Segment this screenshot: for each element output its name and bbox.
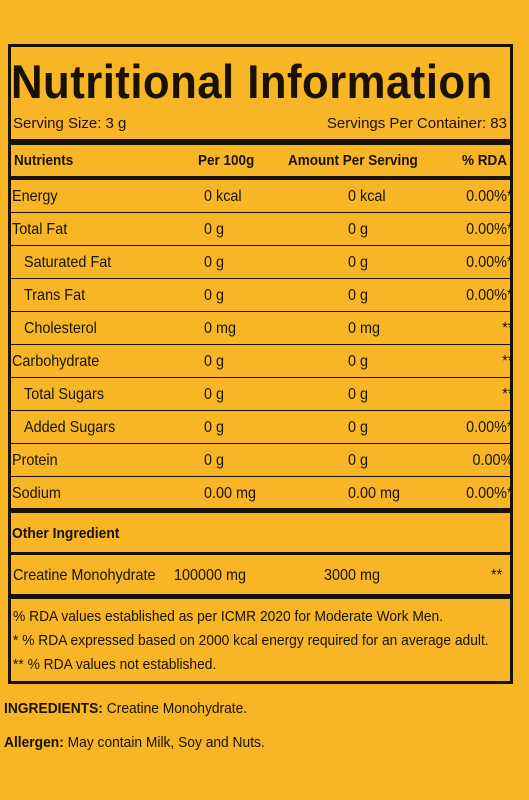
nutrient-name: Cholesterol	[24, 320, 97, 337]
per-serving-value: 0 g	[348, 353, 369, 370]
rda-value: **	[501, 320, 513, 337]
rda-value: **	[501, 386, 513, 403]
table-row: Added Sugars 0 g 0 g 0.00%*	[8, 411, 513, 444]
footnote-double-asterisk: ** % RDA values not established.	[13, 656, 217, 673]
header-divider	[8, 176, 513, 180]
nutrient-name: Trans Fat	[24, 287, 86, 304]
nutrient-name: Added Sugars	[24, 419, 116, 436]
header-per-100g: Per 100g	[198, 152, 255, 169]
table-row: Sodium 0.00 mg 0.00 mg 0.00%*	[8, 477, 513, 510]
other-ingredient-name: Creatine Monohydrate	[13, 567, 156, 584]
thick-divider	[8, 139, 513, 145]
per-100g-value: 0 g	[204, 419, 225, 436]
rda-value: 0.00%	[472, 452, 513, 469]
nutrient-name: Total Sugars	[24, 386, 105, 403]
nutrient-name: Total Fat	[12, 221, 68, 238]
per-serving-value: 0 g	[348, 386, 369, 403]
table-row: Protein 0 g 0 g 0.00%	[8, 444, 513, 477]
other-ingredient-title: Other Ingredient	[12, 525, 120, 542]
table-row: Saturated Fat 0 g 0 g 0.00%*	[8, 246, 513, 279]
per-100g-value: 0 g	[204, 254, 225, 271]
rda-value: **	[501, 353, 513, 370]
table-row: Trans Fat 0 g 0 g 0.00%*	[8, 279, 513, 312]
nutrient-name: Carbohydrate	[12, 353, 100, 370]
per-serving-value: 0 g	[348, 287, 369, 304]
ingredients-line: INGREDIENTS: Creatine Monohydrate.	[4, 700, 247, 717]
allergen-value: May contain Milk, Soy and Nuts.	[67, 734, 265, 751]
per-100g-value: 0 g	[204, 287, 225, 304]
per-serving-value: 0 g	[348, 419, 369, 436]
per-serving-value: 0 g	[348, 254, 369, 271]
per-100g-value: 0 g	[204, 386, 225, 403]
other-ingredient-rda: **	[491, 567, 503, 584]
other-ingredient-per-100g: 100000 mg	[174, 567, 247, 584]
per-serving-value: 0 g	[348, 452, 369, 469]
table-row: Carbohydrate 0 g 0 g **	[8, 345, 513, 378]
table-row: Energy 0 kcal 0 kcal 0.00%*	[8, 180, 513, 213]
allergen-line: Allergen: May contain Milk, Soy and Nuts…	[4, 734, 265, 751]
rda-value: 0.00%*	[466, 419, 513, 436]
servings-per-container: Servings Per Container: 83	[326, 115, 507, 132]
nutrient-name: Sodium	[12, 485, 61, 502]
per-100g-value: 0 g	[204, 452, 225, 469]
per-serving-value: 0 mg	[348, 320, 381, 337]
allergen-label: Allergen:	[4, 734, 64, 751]
per-100g-value: 0.00 mg	[204, 485, 257, 502]
per-100g-value: 0 g	[204, 221, 225, 238]
table-row: Total Sugars 0 g 0 g **	[8, 378, 513, 411]
thick-divider	[8, 508, 513, 513]
footnote-rda-source: % RDA values established as per ICMR 202…	[13, 608, 444, 625]
header-amount-per-serving: Amount Per Serving	[288, 152, 418, 169]
table-row: Cholesterol 0 mg 0 mg **	[8, 312, 513, 345]
rda-value: 0.00%*	[466, 221, 513, 238]
nutrient-name: Protein	[12, 452, 58, 469]
nutrition-facts-frame	[8, 44, 513, 684]
per-100g-value: 0 kcal	[204, 188, 242, 205]
header-rda: % RDA	[462, 152, 508, 169]
rda-value: 0.00%*	[466, 254, 513, 271]
rda-value: 0.00%*	[466, 188, 513, 205]
thick-divider	[8, 552, 513, 555]
rda-value: 0.00%*	[466, 287, 513, 304]
per-serving-value: 0 kcal	[348, 188, 386, 205]
serving-size: Serving Size: 3 g	[13, 115, 127, 132]
per-serving-value: 0 g	[348, 221, 369, 238]
thick-divider	[8, 594, 513, 599]
ingredients-value: Creatine Monohydrate.	[106, 700, 248, 717]
other-ingredient-per-serving: 3000 mg	[324, 567, 381, 584]
footnote-single-asterisk: * % RDA expressed based on 2000 kcal ene…	[13, 632, 489, 649]
per-100g-value: 0 mg	[204, 320, 237, 337]
rda-value: 0.00%*	[466, 485, 513, 502]
per-100g-value: 0 g	[204, 353, 225, 370]
page-title: Nutritional Information	[11, 55, 493, 108]
ingredients-label: INGREDIENTS:	[4, 700, 103, 717]
per-serving-value: 0.00 mg	[348, 485, 401, 502]
table-row: Total Fat 0 g 0 g 0.00%*	[8, 213, 513, 246]
nutrient-name: Saturated Fat	[24, 254, 112, 271]
header-nutrients: Nutrients	[14, 152, 74, 169]
nutrient-name: Energy	[12, 188, 58, 205]
